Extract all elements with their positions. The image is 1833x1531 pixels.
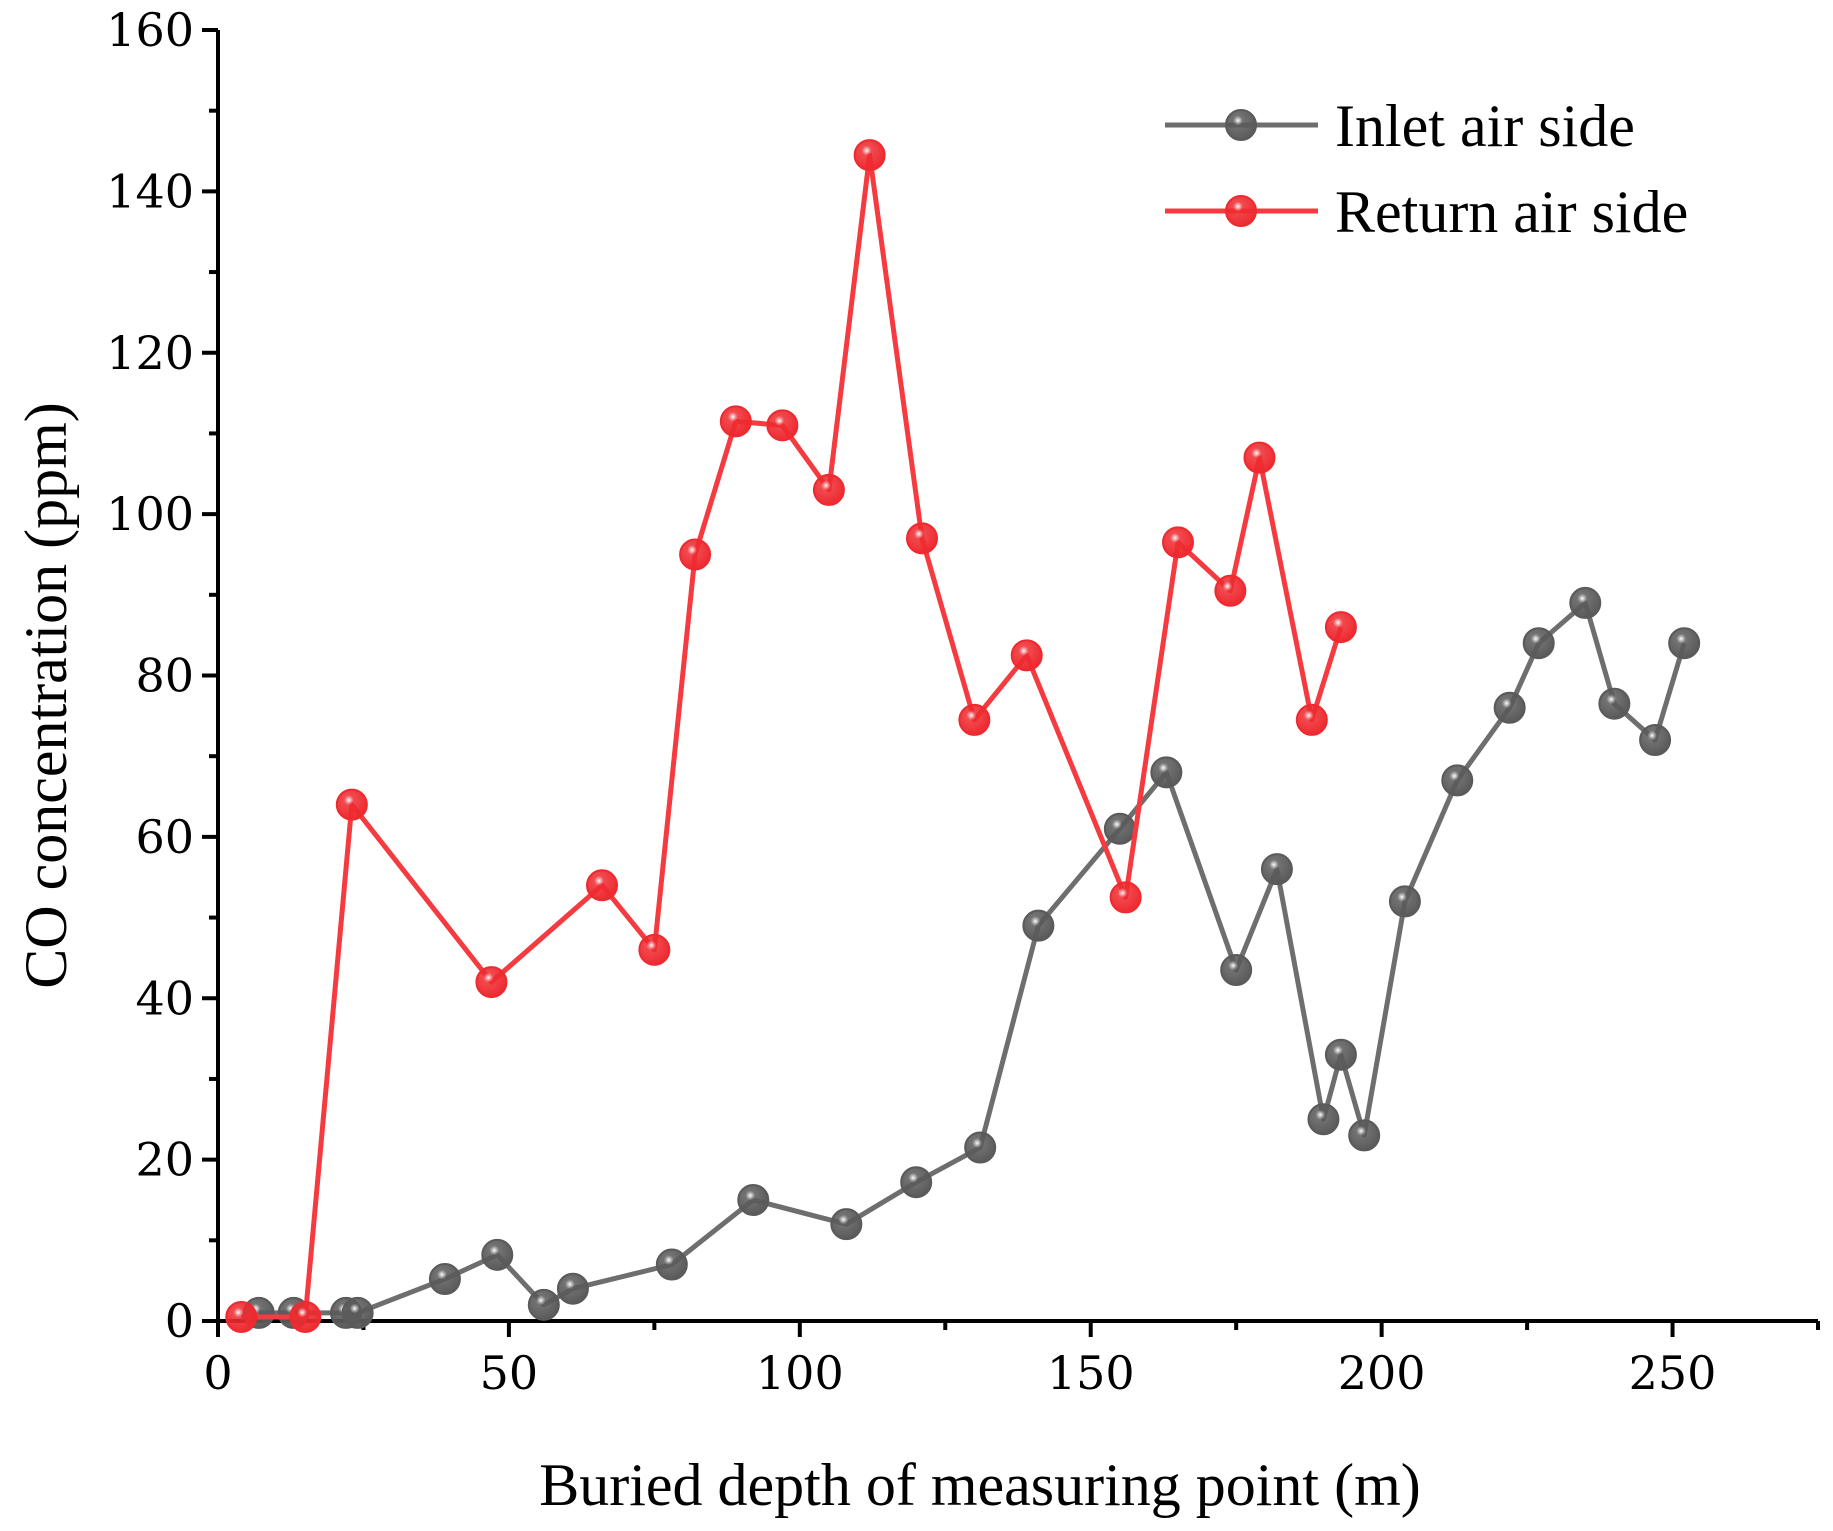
legend-label-inlet: Inlet air side <box>1335 93 1635 159</box>
x-tick-label: 200 <box>1338 1346 1426 1400</box>
data-point <box>1324 611 1357 644</box>
data-point <box>1243 441 1276 474</box>
data-point <box>1150 756 1183 789</box>
data-point <box>289 1300 322 1333</box>
data-point <box>481 1238 514 1271</box>
data-point <box>341 1296 374 1329</box>
ticks: 0 50 100 150 200 250 0 20 40 60 80 100 120 140 160 <box>106 3 1820 1400</box>
data-point <box>1220 954 1253 987</box>
x-tick-label: 150 <box>1047 1346 1135 1400</box>
series-line <box>241 152 1344 1320</box>
legend-label-return: Return air side <box>1335 179 1688 245</box>
legend-marker-return <box>1225 195 1257 227</box>
data-point <box>335 788 368 821</box>
data-point <box>1022 909 1055 942</box>
data-point <box>1162 526 1194 559</box>
data-point <box>812 473 845 506</box>
data-point <box>586 869 618 902</box>
data-point <box>1214 574 1247 607</box>
data-point <box>906 522 938 555</box>
data-point <box>737 1183 770 1216</box>
data-point <box>1569 586 1602 619</box>
data-point <box>428 1263 461 1296</box>
data-point <box>1441 764 1474 797</box>
y-tick-label: 60 <box>135 810 194 864</box>
y-tick-label: 80 <box>135 649 194 703</box>
series-layer <box>225 139 1701 1333</box>
data-point <box>1388 885 1421 918</box>
y-tick-label: 20 <box>135 1133 194 1187</box>
data-point <box>1493 691 1526 724</box>
series-0 <box>242 586 1701 1329</box>
data-point <box>1010 639 1043 672</box>
data-point <box>475 966 508 999</box>
x-axis-label: Buried depth of measuring point (m) <box>539 1452 1420 1518</box>
y-tick-label: 140 <box>106 164 194 218</box>
x-tick-label: 0 <box>203 1346 232 1400</box>
legend: Inlet air side Return air side <box>1165 93 1688 245</box>
y-tick-label: 0 <box>165 1294 194 1348</box>
data-point <box>853 139 886 172</box>
y-tick-label: 40 <box>135 971 194 1025</box>
data-point <box>1109 881 1142 914</box>
x-tick-label: 250 <box>1629 1346 1717 1400</box>
data-point <box>1103 812 1136 845</box>
data-point <box>958 703 991 736</box>
data-point <box>964 1131 997 1164</box>
data-point <box>638 933 671 966</box>
data-point <box>679 538 712 571</box>
y-tick-label: 160 <box>106 3 194 57</box>
data-point <box>766 409 799 442</box>
data-point <box>1639 724 1672 757</box>
data-point <box>225 1300 258 1333</box>
data-point <box>655 1248 688 1281</box>
data-point <box>1307 1103 1340 1136</box>
data-point <box>900 1166 933 1199</box>
data-point <box>1295 703 1328 736</box>
series-1 <box>225 139 1357 1333</box>
data-point <box>1668 627 1701 660</box>
data-point <box>1260 853 1293 886</box>
data-point <box>1324 1038 1357 1071</box>
y-axis-label: CO concentration (ppm) <box>13 402 79 989</box>
y-tick-label: 120 <box>106 326 194 380</box>
data-point <box>719 405 752 438</box>
data-point <box>1598 687 1631 720</box>
data-point <box>556 1272 589 1305</box>
x-tick-label: 100 <box>756 1346 844 1400</box>
legend-marker-inlet <box>1225 109 1257 141</box>
data-point <box>1522 627 1555 660</box>
x-tick-label: 50 <box>480 1346 539 1400</box>
data-point <box>527 1288 560 1321</box>
data-point <box>1348 1119 1381 1152</box>
data-point <box>830 1208 863 1241</box>
y-tick-label: 100 <box>106 487 194 541</box>
